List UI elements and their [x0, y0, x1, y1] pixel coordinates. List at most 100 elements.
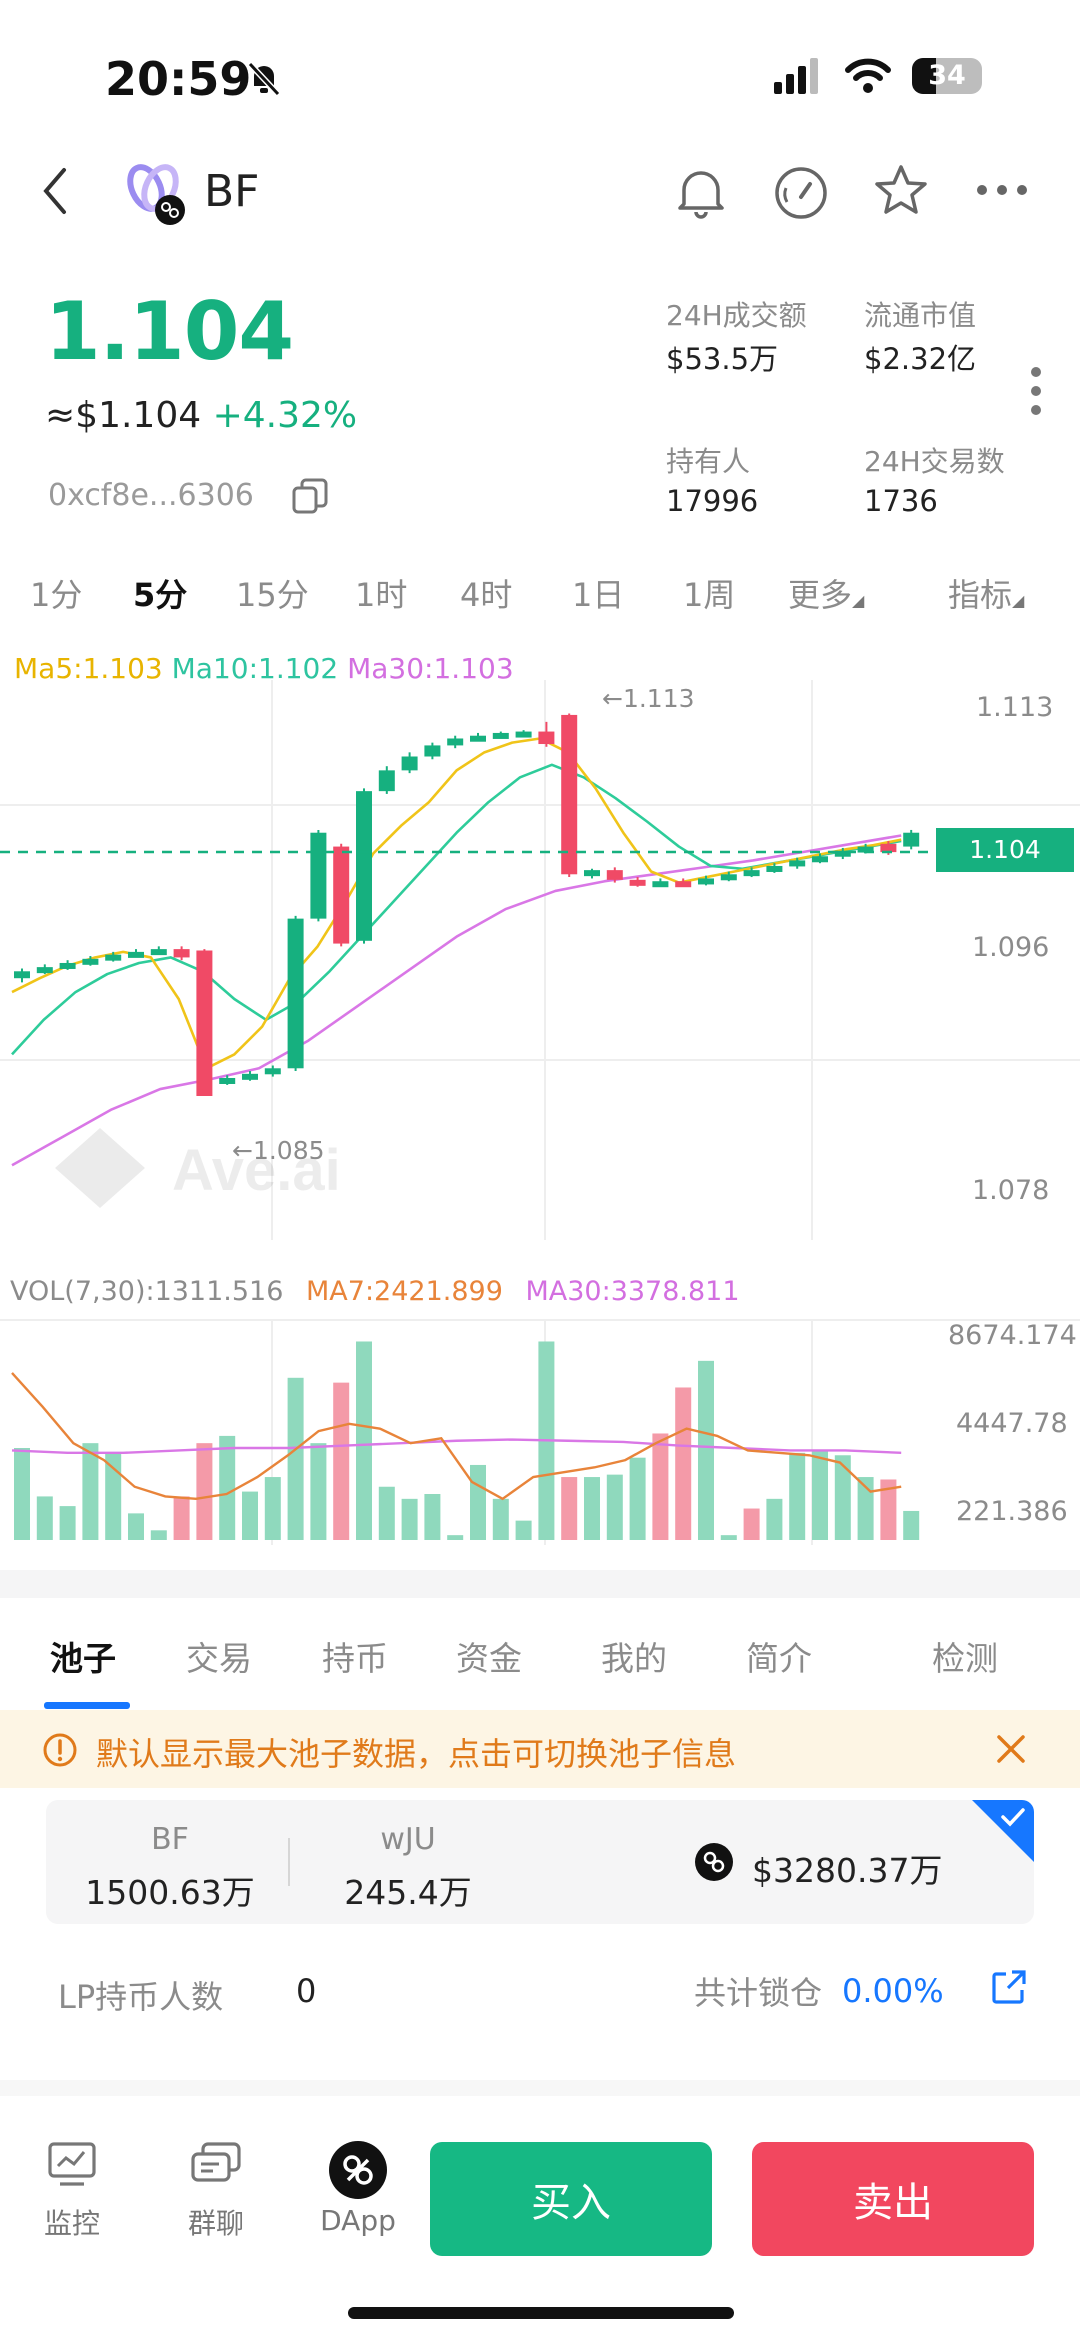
copy-icon[interactable]: [290, 476, 330, 520]
candlestick-chart[interactable]: Ave.ai: [0, 0, 1080, 1560]
candle-body: [82, 958, 99, 965]
candle-body: [720, 874, 737, 881]
bottom-bar-divider: [0, 2080, 1080, 2096]
vol-label: VOL(7,30):1311.516: [10, 1276, 284, 1307]
candle-body: [401, 756, 418, 771]
speedometer-icon[interactable]: [772, 164, 830, 222]
vol-ma7-label: MA7:2421.899: [306, 1276, 503, 1307]
ma-legend: Ma5:1.103 Ma10:1.102 Ma30:1.103: [14, 652, 514, 685]
candle-body: [584, 870, 600, 877]
timeframe-4h[interactable]: 4时: [460, 576, 513, 614]
ma10-line: [11, 763, 902, 1056]
candle-body: [743, 870, 760, 877]
volume-legend: VOL(7,30):1311.516 MA7:2421.899 MA30:337…: [10, 1276, 740, 1307]
candle-body: [606, 870, 623, 880]
chart-grid: [0, 680, 1080, 1545]
candle-body: [766, 865, 783, 872]
volume-bar: [470, 1464, 486, 1540]
stat-label-market-cap: 流通市值: [864, 299, 977, 332]
tab-intro[interactable]: 简介: [746, 1639, 812, 1678]
tab-mine[interactable]: 我的: [601, 1639, 667, 1678]
more-horizontal-icon[interactable]: [976, 182, 1028, 198]
dapp-label: DApp: [320, 2204, 396, 2237]
candle-body: [652, 881, 669, 888]
monitor-button[interactable]: 监控: [12, 2140, 132, 2242]
group-chat-button[interactable]: 群聊: [156, 2140, 276, 2242]
volume-bar: [584, 1477, 600, 1540]
battery-level: 34: [928, 60, 966, 91]
timeframe-5m[interactable]: 5分: [133, 576, 188, 614]
tab-funds[interactable]: 资金: [456, 1639, 522, 1678]
candle-body: [105, 954, 122, 961]
volume-bar: [173, 1496, 190, 1540]
battery-icon: 34: [912, 58, 982, 94]
external-link-icon[interactable]: [990, 1968, 1028, 2010]
close-icon[interactable]: [994, 1732, 1028, 1770]
tab-holders[interactable]: 持币: [322, 1639, 388, 1678]
candle-body: [515, 731, 532, 738]
volume-bar: [880, 1479, 897, 1540]
pool-card[interactable]: [46, 1800, 1034, 1924]
home-indicator: [348, 2307, 734, 2319]
ma30-line: [11, 834, 902, 1167]
pool-token2-amount: 245.4万: [344, 1873, 472, 1912]
warning-icon: [42, 1732, 78, 1772]
timeframe-15m[interactable]: 15分: [236, 576, 309, 614]
stat-value-market-cap: $2.32亿: [864, 342, 977, 376]
timeframe-1h[interactable]: 1时: [355, 576, 408, 614]
candle-body: [698, 878, 714, 885]
timeframe-1m[interactable]: 1分: [30, 576, 83, 614]
timeframe-1d[interactable]: 1日: [572, 576, 625, 614]
volume-bar: [401, 1498, 418, 1540]
volume-bar: [310, 1443, 327, 1540]
dropdown-caret-icon: ◢: [852, 591, 865, 610]
tab-pool[interactable]: 池子: [50, 1639, 116, 1678]
tab-check[interactable]: 检测: [932, 1639, 998, 1678]
dapp-button[interactable]: DApp: [298, 2140, 418, 2237]
vol-ma30-label: MA30:3378.811: [525, 1276, 740, 1307]
tab-trades[interactable]: 交易: [186, 1639, 252, 1678]
volume-bar: [287, 1377, 304, 1540]
dropdown-caret-icon: ◢: [1012, 591, 1025, 610]
indicators-button[interactable]: 指标◢: [948, 570, 1024, 616]
volume-bar: [743, 1508, 760, 1540]
candle-body: [150, 949, 167, 956]
usd-price-row: ≈$1.104 +4.32%: [45, 395, 357, 436]
volume-bar: [629, 1457, 646, 1540]
candle-body: [128, 951, 144, 958]
candle-body: [59, 962, 76, 969]
status-time: 20:59: [105, 52, 252, 106]
candle-body: [424, 745, 441, 757]
chain-logo: [694, 1842, 734, 1886]
volume-bar: [219, 1435, 236, 1540]
candle-body: [492, 732, 509, 739]
sell-button[interactable]: 卖出: [752, 2142, 1034, 2256]
bell-icon[interactable]: [674, 164, 728, 220]
volume-bar: [766, 1498, 783, 1540]
timeframe-1w[interactable]: 1周: [683, 576, 736, 614]
vol-tick-mid: 4447.78: [956, 1408, 1068, 1439]
timeframe-more-label: 更多: [788, 576, 853, 614]
volume-bar: [789, 1452, 806, 1540]
timeframe-more[interactable]: 更多◢: [788, 570, 864, 616]
candle-body: [447, 738, 464, 746]
back-chevron-icon[interactable]: [40, 166, 70, 216]
candle-body: [789, 860, 806, 867]
pool-token2-name: wJU: [380, 1822, 436, 1857]
stat-value-24h-txns: 1736: [864, 484, 938, 518]
candle-body: [857, 846, 874, 853]
more-vertical-icon[interactable]: [1030, 366, 1042, 420]
candle-body: [173, 949, 190, 958]
checkmark-icon: [1001, 1808, 1025, 1827]
volume-bar: [82, 1443, 99, 1540]
section-divider: [0, 1570, 1080, 1598]
dapp-icon: [329, 2141, 387, 2199]
locked-label: 共计锁仓: [694, 1974, 823, 2012]
volume-bar: [698, 1360, 714, 1540]
candle-body: [538, 731, 555, 745]
star-icon[interactable]: [872, 162, 930, 220]
candle-body: [629, 879, 646, 886]
watermark-text: Ave.ai: [172, 1138, 341, 1203]
notice-banner[interactable]: [0, 1710, 1080, 1788]
buy-button[interactable]: 买入: [430, 2142, 712, 2256]
